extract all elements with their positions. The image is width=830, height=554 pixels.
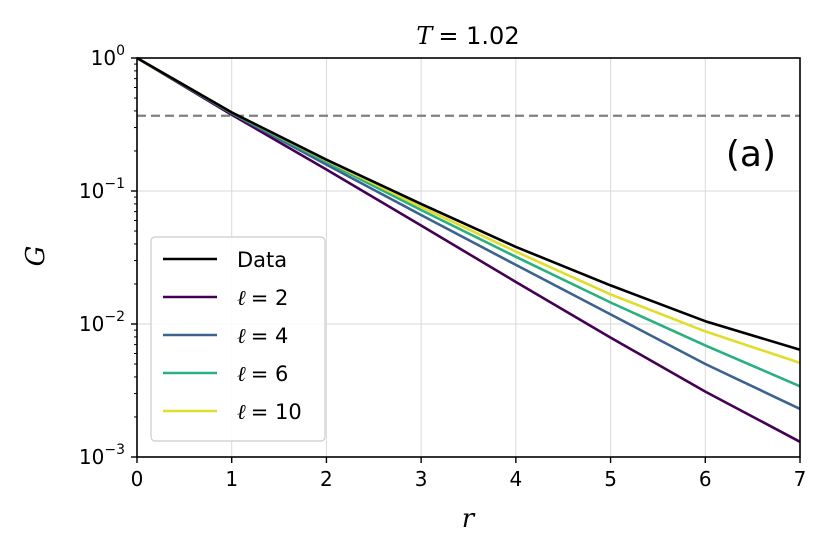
legend-label: ℓ = 2	[237, 286, 288, 310]
legend-label: ℓ = 4	[237, 324, 288, 348]
plot-frame	[136, 57, 801, 458]
legend-items: Data ℓ = 2 ℓ = 4 ℓ = 6 ℓ = 10	[163, 248, 302, 424]
x-tick-label: 3	[415, 467, 428, 491]
title-variable: T	[416, 22, 434, 50]
series-line-0	[136, 56, 801, 352]
x-tick-label: 6	[699, 467, 712, 491]
x-axis-title: r	[462, 504, 476, 534]
legend-label: Data	[237, 248, 287, 272]
y-tick-label: 10−1	[79, 176, 125, 203]
series-group	[136, 56, 801, 443]
y-axis-title: G	[21, 246, 51, 267]
legend-label: ℓ = 10	[237, 400, 302, 424]
y-ticks: 100 10−1 10−2 10−3	[79, 43, 137, 469]
legend: Data ℓ = 2 ℓ = 4 ℓ = 6 ℓ = 10	[150, 236, 326, 442]
x-tick-label: 4	[509, 467, 522, 491]
y-tick-label: 100	[91, 43, 125, 70]
x-tick-label: 5	[604, 467, 617, 491]
y-tick-label: 10−2	[79, 309, 125, 336]
x-ticks: 0 1 2 3 4 5 6 7	[131, 457, 807, 491]
legend-label: ℓ = 6	[237, 362, 288, 386]
x-tick-label: 0	[131, 467, 144, 491]
panel-label: (a)	[726, 134, 776, 175]
plot-area: 0 1 2 3 4 5 6 7 100 10−1 10−2 10−3	[79, 43, 806, 491]
x-tick-label: 7	[794, 467, 807, 491]
y-tick-label: 10−3	[79, 442, 125, 469]
chart-title: T = 1.02	[416, 22, 519, 50]
series-line-1	[136, 56, 801, 443]
x-tick-label: 1	[225, 467, 238, 491]
legend-box	[150, 236, 326, 442]
title-value: = 1.02	[438, 22, 519, 50]
x-tick-label: 2	[320, 467, 333, 491]
